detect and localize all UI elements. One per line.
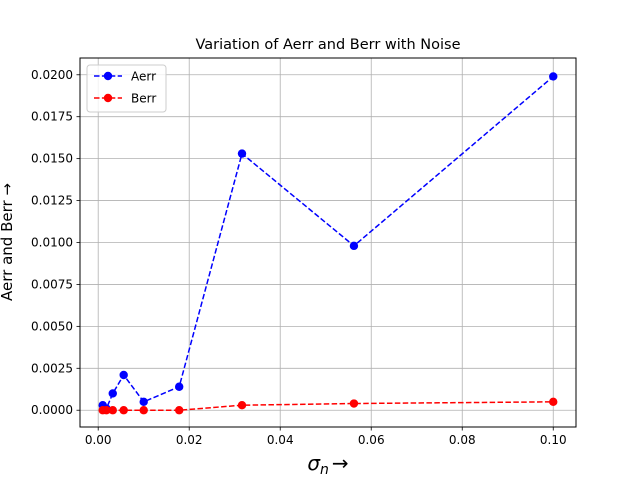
x-tick-label: 0.08 (449, 433, 476, 447)
data-point-aerr (237, 149, 247, 158)
data-point-aerr (139, 397, 148, 407)
data-point-aerr (549, 72, 558, 81)
x-axis-label: σn → (307, 451, 348, 478)
y-tick-label: 0.0200 (31, 68, 73, 82)
data-point-aerr (108, 389, 117, 398)
legend: Aerr Berr (86, 64, 167, 113)
data-point-berr (102, 406, 111, 415)
y-tick-label: 0.0025 (31, 361, 73, 375)
chart-title: Variation of Aerr and Berr with Noise (195, 37, 460, 53)
y-tick-label: 0.0100 (31, 236, 73, 250)
x-axis-label-subscript: n (320, 462, 329, 478)
y-tick-label: 0.0050 (31, 319, 73, 333)
x-tick-label: 0.06 (358, 433, 385, 447)
x-axis-label-symbol: σ (307, 451, 321, 475)
data-point-berr (119, 406, 128, 415)
legend-label-berr: Berr (131, 92, 156, 106)
y-tick-label: 0.0125 (31, 194, 73, 208)
data-point-aerr (175, 382, 184, 391)
y-tick-label: 0.0150 (31, 152, 73, 166)
data-point-berr (175, 406, 184, 415)
y-tick-label: 0.0000 (31, 403, 73, 417)
data-point-berr (349, 399, 359, 408)
data-point-berr (108, 406, 117, 415)
data-point-aerr (119, 370, 128, 380)
data-point-aerr (349, 241, 359, 251)
series-group (98, 72, 558, 415)
data-point-berr (237, 400, 247, 410)
x-axis-label-arrow: → (332, 451, 349, 475)
y-tick-label: 0.0075 (31, 277, 73, 291)
data-point-berr (139, 406, 148, 415)
legend-marker-berr (103, 93, 113, 103)
x-tick-label: 0.02 (176, 433, 203, 447)
axis-ticks: 0.00 0.02 0.04 0.06 0.08 0.10 0.0000 0.0025 0.00… (31, 68, 567, 447)
data-point-berr (549, 397, 558, 407)
x-tick-label: 0.10 (540, 433, 567, 447)
y-tick-label: 0.0175 (31, 110, 73, 124)
legend-marker-aerr (103, 71, 113, 81)
x-tick-label: 0.04 (267, 433, 294, 447)
grid (80, 58, 576, 427)
y-axis-label: Aerr and Berr → (0, 183, 16, 301)
legend-label-aerr: Aerr (131, 70, 156, 84)
x-tick-label: 0.00 (85, 433, 112, 447)
